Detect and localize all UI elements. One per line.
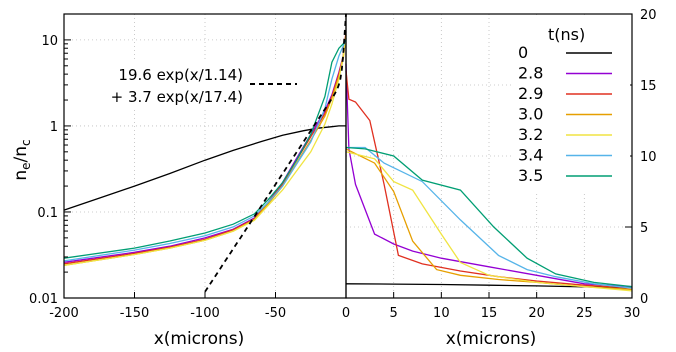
y-axis-label-sub-c: c [19, 139, 33, 146]
legend-title: t(ns) [548, 25, 585, 44]
right-x-tick-label: 10 [433, 306, 450, 321]
y-axis-label-sep: /n [11, 146, 31, 163]
fit-label-line2: + 3.7 exp(x/17.4) [111, 88, 243, 106]
legend-entry-label: 0 [518, 43, 528, 62]
axes [63, 13, 633, 299]
right-x-tick-label: 30 [624, 306, 641, 321]
left-x-tick-label: -50 [265, 306, 286, 321]
right-y-tick-label: 5 [640, 221, 648, 236]
left-y-tick-label: 0.1 [37, 206, 58, 221]
right-plot-frame [345, 13, 633, 299]
left-x-tick-label: 0 [342, 306, 350, 321]
legend-entry-label: 3.5 [518, 166, 543, 185]
right-y-tick-label: 10 [640, 150, 657, 165]
legend-entry-label: 2.8 [518, 64, 543, 83]
fit-annotation-background [86, 62, 300, 108]
left-x-tick-label: -150 [120, 306, 150, 321]
left-x-axis-label: x(microns) [154, 329, 245, 348]
right-x-tick-label: 5 [390, 306, 398, 321]
right-x-tick-label: 25 [576, 306, 593, 321]
right-series-line-3.4 [346, 146, 633, 289]
legend-entry-label: 2.9 [518, 84, 543, 103]
left-x-tick-label: -100 [190, 306, 220, 321]
right-y-tick-label: 20 [640, 8, 657, 23]
fit-curve-line [204, 13, 347, 293]
legend-entries: 0 2.82.9 3.03.2 3.43.5 [518, 43, 612, 185]
left-y-tick-label: 0.01 [29, 292, 58, 307]
right-x-tick-label: 20 [528, 306, 545, 321]
right-series-line-2.9 [345, 70, 633, 289]
left-y-tick-label: 1 [50, 120, 58, 135]
right-x-axis-label: x(microns) [446, 329, 537, 348]
left-series-line-3.2 [63, 37, 347, 266]
right-series-line-3.2 [345, 151, 633, 292]
legend-entry-label: 3.4 [518, 146, 543, 165]
right-series-line-2.8 [345, 63, 633, 288]
left-series-line-3.5 [63, 39, 347, 259]
left-y-tick-label: 10 [41, 34, 58, 49]
left-plot-frame [63, 13, 347, 299]
right-series-line-3.5 [345, 146, 633, 288]
right-y-tick-label: 0 [640, 292, 648, 307]
data-series [63, 13, 633, 293]
y-axis-label: ne/nc [11, 139, 33, 180]
legend-background [512, 18, 630, 192]
fit-annotation: 19.6 exp(x/1.14) + 3.7 exp(x/17.4) [86, 62, 300, 108]
fit-label-line1: 19.6 exp(x/1.14) [118, 66, 243, 84]
legend-entry-label: 3.0 [518, 105, 543, 124]
left-series-line-0 [63, 125, 346, 211]
legend: t(ns) 0 2.82.9 3.03.2 3.43.5 [512, 18, 630, 192]
y-axis-label-sub-e: e [19, 162, 33, 169]
left-series-line-3.4 [63, 39, 347, 262]
left-x-tick-label: -200 [49, 306, 79, 321]
right-x-tick-label: 15 [481, 306, 498, 321]
right-y-tick-label: 15 [640, 79, 657, 94]
legend-entry-label: 3.2 [518, 125, 543, 144]
y-axis-label-n: n [11, 170, 31, 181]
